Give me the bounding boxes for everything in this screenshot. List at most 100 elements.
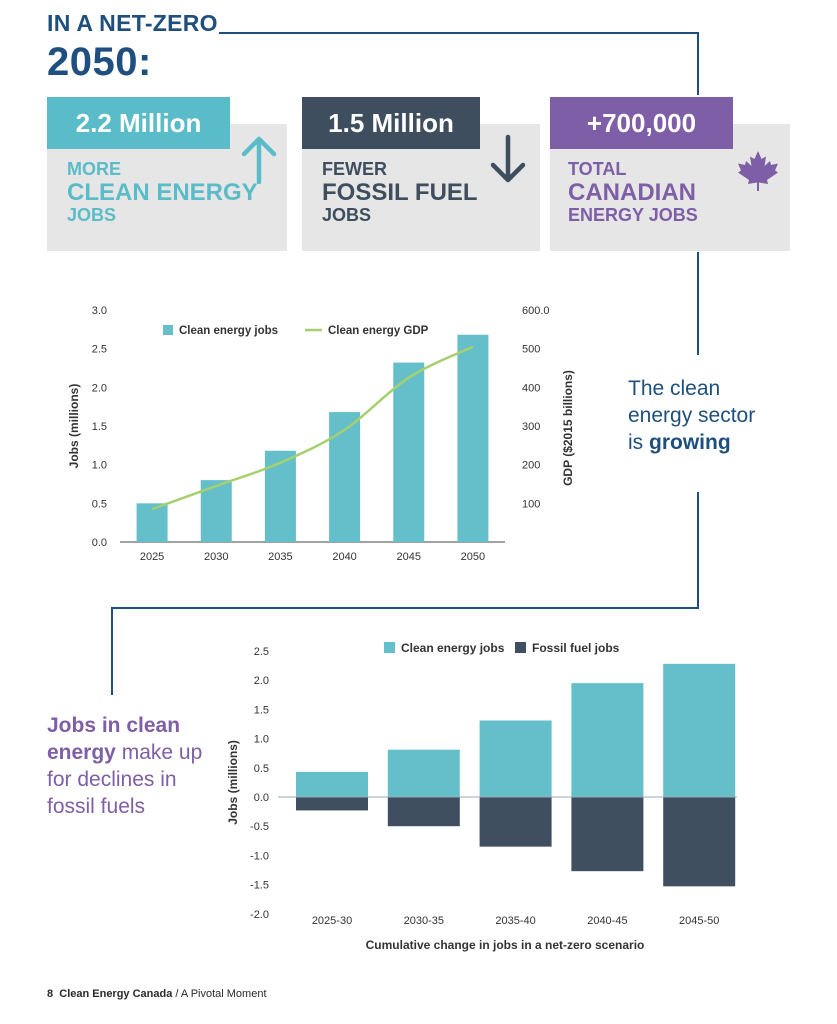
card-clean-energy-line1: MORE [67,159,121,179]
chart2-y-tick: 1.0 [254,734,269,746]
chart1-bar [457,334,489,542]
chart1-y-right-tick: 500 [522,344,540,356]
callout-growing-line2: energy sector [628,403,756,427]
chart1-y-right-tick: 600.0 [522,305,550,317]
chart2-clean-bar [571,683,644,797]
chart1-y-right-tick: 200 [522,460,540,472]
callout-jobs-bold2: energy [47,740,116,764]
chart1-y-right-tick: 300 [522,421,540,433]
chart2-legend-clean-label: Clean energy jobs [401,641,505,655]
footer: 8 Clean Energy Canada / A Pivotal Moment [47,988,267,1000]
chart2-fossil-bar [387,797,460,827]
callout-growing-bold: growing [649,430,731,454]
card-fossil-fuel-line2: FOSSIL FUEL [322,178,478,206]
chart2-x-tick: 2045-50 [679,915,719,927]
chart1-y-right-label: GDP ($2015 billions) [561,370,575,486]
chart1-y-tick: 2.5 [92,344,107,356]
chart1-y-label: Jobs (millions) [67,384,81,469]
chart2-y-tick: 0.0 [254,792,269,804]
card-fossil-fuel-value: 1.5 Million [302,97,480,149]
chart1-legend-bar-swatch [163,325,173,335]
chart1-y-tick: 3.0 [92,305,107,317]
chart2-legend-clean-swatch [384,642,395,653]
chart2-y-tick: 1.5 [254,704,269,716]
chart1-y-right-tick: 400 [522,382,540,394]
chart2-y-tick: -2.0 [250,909,269,921]
callout-jobs-line4: fossil fuels [47,794,146,818]
card-clean-energy-text: MORE CLEAN ENERGY JOBS [67,159,258,226]
chart1-y-tick: 2.0 [92,382,107,394]
chart2-x-tick: 2030-35 [404,915,444,927]
chart1-x-tick: 2030 [204,551,228,563]
footer-page: 8 [47,988,54,1000]
chart2-fossil-bar [479,797,552,847]
chart2-y-tick: 0.5 [254,763,269,775]
chart2-fossil-bar [296,797,368,811]
callout-jobs-rest2: make up [115,740,203,764]
chart1-x-tick: 2050 [461,551,485,563]
chart1-y-right-tick: 100 [522,498,540,510]
card-clean-energy-line2: CLEAN ENERGY [67,178,258,206]
chart1-x-tick: 2025 [140,551,164,563]
card-canadian-energy-line1: TOTAL [568,159,627,179]
arrow-up-icon [241,136,277,184]
chart2-clean-bar [296,771,368,797]
chart2-legend-fossil-label: Fossil fuel jobs [532,641,620,655]
callout-growing-line3: is growing [628,430,755,457]
maple-leaf-icon [738,151,778,191]
chart1-gdp-line [151,345,474,511]
chart2-clean-bar [479,720,552,797]
card-canadian-energy-line2: CANADIAN [568,178,696,206]
chart1-bar [136,503,168,542]
card-clean-energy-value: 2.2 Million [47,97,230,149]
chart1-legend-line-label: Clean energy GDP [328,325,429,337]
callout-jobs-bold1: Jobs in clean [47,714,181,737]
chart1-x-tick: 2045 [397,551,421,563]
header-line2: 2050: [47,40,152,84]
callout-jobs: Jobs in clean energy make up for decline… [47,713,202,821]
chart2-fossil-bar [663,797,736,887]
card-canadian-energy-value: +700,000 [550,97,733,149]
card-fossil-fuel-text: FEWER FOSSIL FUEL JOBS [322,159,478,226]
chart1-y-tick: 0.0 [92,537,107,549]
chart2-clean-bar [663,663,736,797]
chart2-legend-fossil-swatch [515,642,526,653]
chart1-bar [393,362,425,542]
chart2-clean-bar [387,749,460,797]
card-fossil-fuel-line3: JOBS [322,205,372,226]
footer-title: / A Pivotal Moment [172,988,267,1000]
chart2-x-tick: 2025-30 [312,915,352,927]
header-line1: IN A NET-ZERO [47,10,218,36]
chart1-legend-bar-label: Clean energy jobs [179,325,278,337]
chart1-y-tick: 1.5 [92,421,107,433]
footer-org: Clean Energy Canada [59,988,173,1000]
callout-growing: The clean energy sector is growing [628,376,755,457]
chart2-y-tick: 2.5 [254,646,269,658]
arrow-down-icon [490,134,526,183]
chart1-y-tick: 0.5 [92,498,107,510]
chart1-x-tick: 2040 [332,551,356,563]
chart2-y-tick: -1.0 [250,850,269,862]
connector-top [219,32,699,95]
chart1-x-tick: 2035 [268,551,292,563]
card-canadian-energy-text: TOTAL CANADIAN ENERGY JOBS [568,159,698,226]
callout-growing-pre: is [628,430,649,454]
chart2-y-tick: -1.5 [250,880,269,892]
chart1-y-tick: 1.0 [92,460,107,472]
connector-bottom [111,492,699,695]
callout-jobs-line3: for declines in [47,767,177,791]
card-fossil-fuel-line1: FEWER [322,159,387,179]
chart2-fossil-bar [571,797,644,872]
chart1-bar [329,412,361,542]
card-canadian-energy-line3: ENERGY JOBS [568,205,698,226]
chart2-x-tick: 2040-45 [587,915,627,927]
chart2-y-label: Jobs (millions) [226,740,240,825]
chart2-y-tick: 2.0 [254,675,269,687]
card-clean-energy-line3: JOBS [67,205,117,226]
chart2-y-tick: -0.5 [250,821,269,833]
chart2-x-label: Cumulative change in jobs in a net-zero … [366,938,645,952]
callout-growing-line1: The clean [628,377,721,400]
